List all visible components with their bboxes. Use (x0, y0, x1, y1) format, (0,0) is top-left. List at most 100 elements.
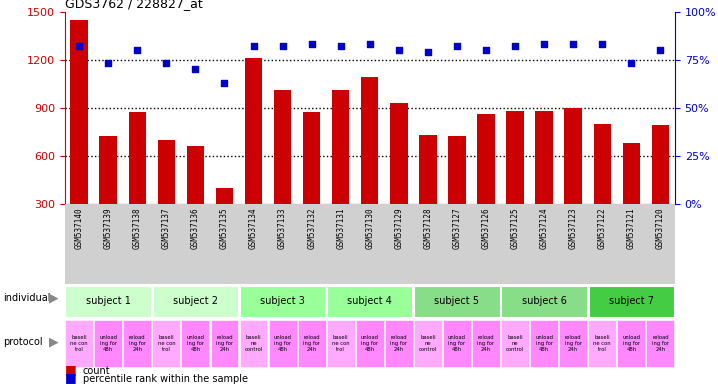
Bar (327, 286, 412, 317)
Text: GSM537140: GSM537140 (75, 208, 84, 249)
Bar (361, 77, 378, 252)
Text: unload
ing for
48h: unload ing for 48h (274, 335, 292, 352)
Point (451, 43, 462, 49)
Text: baseli
ne
control: baseli ne control (244, 335, 263, 352)
Bar (129, 112, 146, 252)
Point (190, 66, 201, 72)
Bar (501, 286, 587, 317)
Text: percentile rank within the sample: percentile rank within the sample (83, 374, 248, 384)
Text: unload
ing for
48h: unload ing for 48h (187, 335, 205, 352)
Bar (536, 111, 553, 252)
Bar (589, 286, 674, 317)
Point (131, 47, 143, 53)
Bar (472, 320, 500, 367)
Text: unload
ing for
48h: unload ing for 48h (360, 335, 379, 352)
Point (655, 47, 666, 53)
Text: GSM537126: GSM537126 (482, 208, 490, 249)
Text: baseli
ne con
trol: baseli ne con trol (70, 335, 88, 352)
Point (567, 41, 579, 47)
Text: GSM537130: GSM537130 (365, 208, 374, 249)
Bar (303, 112, 320, 252)
Point (306, 41, 317, 47)
Bar (70, 20, 88, 252)
Bar (274, 90, 292, 252)
Bar (123, 320, 151, 367)
Text: GSM537127: GSM537127 (452, 208, 462, 249)
Bar (94, 320, 122, 367)
Text: GSM537138: GSM537138 (133, 208, 141, 249)
Point (219, 79, 230, 86)
Bar (65, 286, 151, 317)
Text: reload
ing for
24h: reload ing for 24h (129, 335, 146, 352)
Bar (443, 320, 471, 367)
Bar (152, 320, 180, 367)
Bar (652, 125, 669, 252)
Text: GSM537134: GSM537134 (249, 208, 258, 249)
Text: unload
ing for
48h: unload ing for 48h (623, 335, 640, 352)
Point (335, 43, 347, 49)
Text: unload
ing for
48h: unload ing for 48h (448, 335, 466, 352)
Point (597, 41, 608, 47)
Text: reload
ing for
24h: reload ing for 24h (303, 335, 320, 352)
Text: GSM537131: GSM537131 (336, 208, 345, 249)
Text: GSM537124: GSM537124 (540, 208, 549, 249)
Bar (100, 136, 117, 252)
Text: GSM537132: GSM537132 (307, 208, 316, 249)
Text: unload
ing for
48h: unload ing for 48h (535, 335, 553, 352)
Text: reload
ing for
24h: reload ing for 24h (391, 335, 407, 352)
Text: baseli
ne
control: baseli ne control (419, 335, 437, 352)
Text: subject 7: subject 7 (609, 296, 654, 306)
Bar (617, 320, 645, 367)
Text: individual: individual (4, 293, 51, 303)
Text: subject 4: subject 4 (348, 296, 392, 306)
Text: ▶: ▶ (49, 291, 58, 304)
Text: baseli
ne con
trol: baseli ne con trol (157, 335, 175, 352)
Text: subject 5: subject 5 (434, 296, 480, 306)
Bar (623, 143, 640, 252)
Text: GDS3762 / 228827_at: GDS3762 / 228827_at (65, 0, 202, 10)
Point (480, 47, 492, 53)
Bar (501, 320, 529, 367)
Text: baseli
ne
control: baseli ne control (506, 335, 524, 352)
Text: unload
ing for
48h: unload ing for 48h (99, 335, 117, 352)
Bar (414, 320, 442, 367)
Bar (588, 320, 616, 367)
Bar (187, 146, 204, 252)
Text: subject 2: subject 2 (173, 296, 218, 306)
Point (625, 60, 637, 66)
Bar (414, 286, 500, 317)
Point (422, 49, 434, 55)
Point (73, 43, 85, 49)
Point (364, 41, 376, 47)
Text: ▶: ▶ (49, 335, 58, 348)
Text: GSM537120: GSM537120 (656, 208, 665, 249)
Text: reload
ing for
24h: reload ing for 24h (652, 335, 669, 352)
Text: reload
ing for
24h: reload ing for 24h (477, 335, 495, 352)
Bar (594, 124, 611, 252)
Bar (477, 114, 495, 252)
Point (103, 60, 114, 66)
Text: baseli
ne con
trol: baseli ne con trol (332, 335, 350, 352)
Point (161, 60, 172, 66)
Bar (215, 187, 233, 252)
Bar (153, 286, 238, 317)
Text: subject 3: subject 3 (260, 296, 305, 306)
Bar (158, 139, 175, 252)
Text: GSM537137: GSM537137 (162, 208, 171, 249)
Bar (327, 320, 355, 367)
Bar (448, 136, 466, 252)
Bar (210, 320, 238, 367)
Point (393, 47, 404, 53)
Bar (240, 320, 268, 367)
Text: GSM537129: GSM537129 (394, 208, 404, 249)
Text: ■: ■ (65, 371, 76, 384)
Bar (332, 90, 350, 252)
Text: subject 6: subject 6 (522, 296, 567, 306)
Text: subject 1: subject 1 (85, 296, 131, 306)
Bar (65, 320, 93, 367)
Bar (298, 320, 325, 367)
Point (248, 43, 259, 49)
Point (277, 43, 289, 49)
Bar (530, 320, 558, 367)
Text: GSM537122: GSM537122 (598, 208, 607, 249)
